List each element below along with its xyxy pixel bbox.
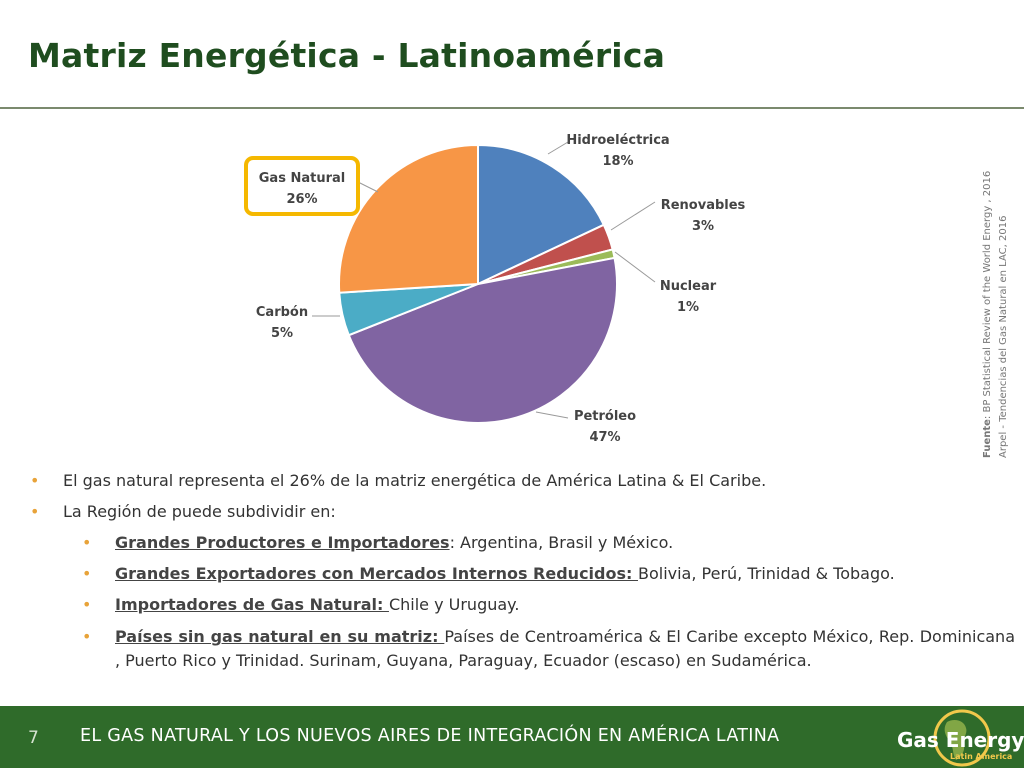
gas-energy-logo: Gas Energy Latin America — [892, 708, 1024, 768]
slice-value-label: 26% — [286, 192, 317, 207]
leader-line — [535, 411, 569, 419]
globe-icon — [933, 709, 991, 767]
gas-natural-highlight-box — [244, 156, 360, 216]
sub-bullet-no-gas: Países sin gas natural en su matriz: Paí… — [30, 625, 1015, 673]
bullet-list: El gas natural representa el 26% de la m… — [30, 470, 1015, 682]
slide-title: Matriz Energética - Latinoamérica — [28, 36, 666, 75]
exporters-term: Grandes Exportadores con Mercados Intern… — [115, 564, 638, 583]
bullet-region-intro: La Región de puede subdividir en: — [30, 501, 1015, 523]
slice-value-label: 18% — [602, 154, 633, 169]
leader-line — [357, 181, 379, 193]
slice-label: Gas Natural — [259, 171, 345, 186]
source-line-1: Fuente: BP Statistical Review of the Wor… — [980, 171, 996, 458]
pie-slice-petroleo — [347, 256, 618, 424]
leader-lines — [312, 141, 656, 419]
slice-label: Nuclear — [660, 279, 717, 294]
no-gas-text: Países de Centroamérica & El Caribe exce… — [115, 627, 1015, 670]
importers-term: Importadores de Gas Natural: — [115, 595, 389, 614]
slice-label: Petróleo — [574, 409, 636, 424]
slice-labels: Hidroeléctrica 18% Renovables 3% Nuclear 1% Pe… — [256, 133, 746, 445]
logo-subtitle: Latin America — [950, 752, 1013, 761]
slice-value-label: 1% — [677, 300, 699, 315]
slice-label: Renovables — [661, 198, 746, 213]
importers-text: Chile y Uruguay. — [388, 595, 520, 614]
footer-title: EL GAS NATURAL Y LOS NUEVOS AIRES DE INT… — [80, 726, 780, 746]
slice-value-label: 47% — [589, 430, 620, 445]
sub-bullet-importers: Importadores de Gas Natural: Chile y Uru… — [30, 594, 1015, 616]
pie-slices — [338, 143, 618, 424]
slice-value-label: 3% — [692, 219, 714, 234]
source-note: Fuente: BP Statistical Review of the Wor… — [980, 171, 1012, 458]
slice-label: Carbón — [256, 305, 308, 320]
slice-label: Hidroeléctrica — [566, 133, 669, 148]
source-label: Fuente — [982, 419, 993, 458]
sub-bullet-exporters: Grandes Exportadores con Mercados Intern… — [30, 563, 1015, 585]
title-divider — [0, 107, 1024, 109]
logo-name: Gas Energy — [897, 728, 1024, 752]
producers-text: : Argentina, Brasil y México. — [449, 533, 674, 552]
page-number: 7 — [28, 728, 39, 748]
bullet-gas-share: El gas natural representa el 26% de la m… — [30, 470, 1015, 492]
exporters-text: Bolivia, Perú, Trinidad & Tobago. — [637, 564, 895, 583]
source-line-2: Arpel - Tendencias del Gas Natural en LA… — [998, 215, 1009, 458]
leader-line — [547, 141, 569, 155]
footer-bar: 7 EL GAS NATURAL Y LOS NUEVOS AIRES DE I… — [0, 706, 1024, 768]
pie-chart: Hidroeléctrica 18% Renovables 3% Nuclear 1% Pe… — [244, 133, 746, 445]
pie-slice-gas-natural — [338, 143, 479, 294]
source-text-1: : BP Statistical Review of the World Ene… — [982, 170, 993, 420]
leader-line — [610, 201, 656, 231]
no-gas-term: Países sin gas natural en su matriz: — [115, 627, 445, 646]
sub-bullet-producers: Grandes Productores e Importadores: Arge… — [30, 532, 1015, 554]
pie-slice-hidroelectrica — [477, 143, 606, 286]
leader-line — [614, 251, 656, 283]
slice-value-label: 5% — [271, 326, 293, 341]
producers-term: Grandes Productores e Importadores — [115, 533, 450, 552]
